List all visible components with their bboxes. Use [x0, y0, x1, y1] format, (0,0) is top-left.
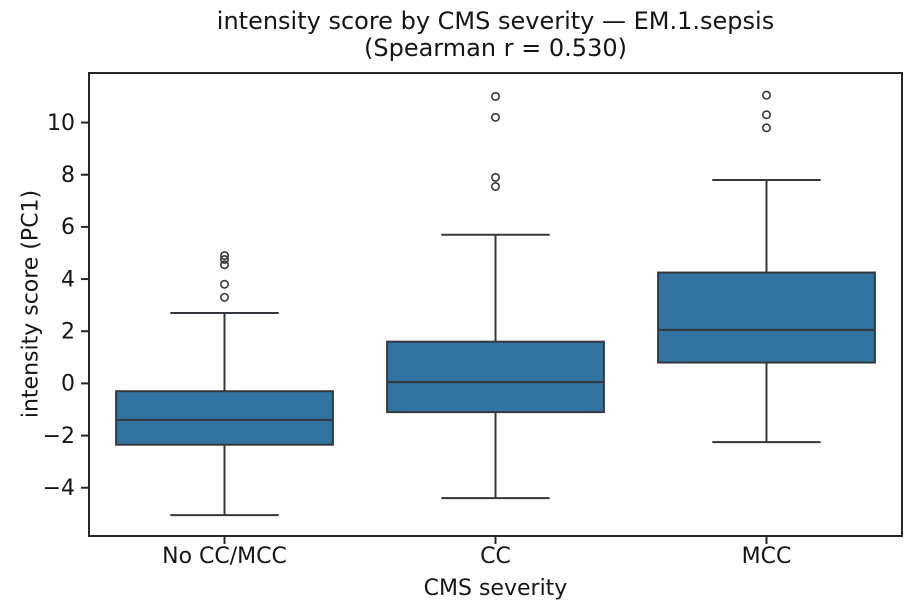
- plot-frame: [88, 72, 903, 537]
- iqr-box: [386, 340, 605, 414]
- outlier-point: [220, 279, 230, 289]
- outlier-point: [490, 172, 500, 182]
- outlier-point: [220, 251, 230, 261]
- y-tick-label: −2: [43, 424, 75, 449]
- y-axis-label: intensity score (PC1): [18, 189, 44, 419]
- y-tick-label: 10: [47, 111, 75, 136]
- iqr-box: [115, 390, 334, 446]
- outlier-point: [761, 110, 771, 120]
- x-tick-label-cc: CC: [480, 544, 511, 569]
- box-group-cc: [386, 91, 605, 500]
- x-axis-label: CMS severity: [423, 576, 568, 601]
- chart-subtitle: (Spearman r = 0.530): [364, 34, 627, 62]
- x-tick-label-mcc: MCC: [742, 544, 792, 569]
- box-group-no-cc-mcc: [115, 251, 334, 517]
- y-tick-label: −4: [43, 476, 75, 501]
- chart-title-block: intensity score by CMS severity — EM.1.s…: [89, 8, 902, 62]
- chart-title: intensity score by CMS severity — EM.1.s…: [216, 7, 775, 35]
- x-tick-label-no-cc-mcc: No CC/MCC: [162, 544, 287, 569]
- outlier-point: [761, 123, 771, 133]
- outlier-point: [490, 112, 500, 122]
- outlier-point: [220, 260, 230, 270]
- outlier-point: [220, 255, 230, 265]
- y-tick-label: 2: [61, 319, 75, 344]
- box-group-mcc: [657, 90, 876, 444]
- outlier-point: [490, 181, 500, 191]
- y-tick-label: 0: [61, 372, 75, 397]
- outlier-point: [220, 292, 230, 302]
- iqr-box: [657, 271, 876, 364]
- outlier-point: [761, 90, 771, 100]
- outlier-point: [490, 91, 500, 101]
- y-tick-label: 6: [61, 215, 75, 240]
- y-tick-label: 8: [61, 163, 75, 188]
- y-tick-label: 4: [61, 267, 75, 292]
